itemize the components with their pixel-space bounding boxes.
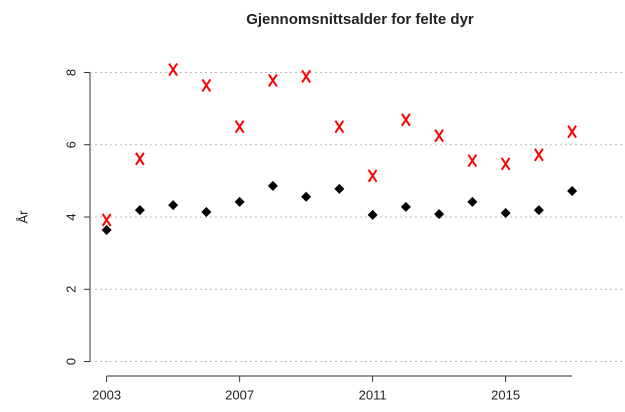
point <box>500 157 511 171</box>
point <box>168 63 178 77</box>
point <box>334 120 345 134</box>
point <box>500 208 511 219</box>
point <box>101 225 112 236</box>
point <box>201 206 212 217</box>
point <box>467 196 478 207</box>
y-tick-label: 6 <box>63 141 78 148</box>
point <box>567 185 578 196</box>
x-tick-label: 2015 <box>491 387 520 402</box>
x-tick-label: 2007 <box>225 387 254 402</box>
point <box>268 73 278 87</box>
point <box>267 180 278 191</box>
point <box>567 125 577 139</box>
point <box>135 152 145 166</box>
point <box>467 154 478 168</box>
point <box>434 209 445 220</box>
y-tick-label: 0 <box>63 358 78 365</box>
chart-title: Gjennomsnittsalder for felte dyr <box>246 11 474 28</box>
x-tick-label: 2003 <box>92 387 121 402</box>
point <box>534 148 544 162</box>
point <box>367 209 378 220</box>
point <box>234 120 245 134</box>
point <box>334 183 345 194</box>
y-axis-label: År <box>15 210 30 224</box>
point <box>168 200 179 211</box>
y-tick-label: 4 <box>63 213 78 220</box>
point <box>367 169 378 183</box>
point <box>400 201 411 212</box>
point <box>301 191 312 202</box>
point <box>201 78 212 93</box>
point <box>101 213 112 227</box>
point <box>234 196 245 207</box>
y-tick-label: 2 <box>63 286 78 293</box>
point <box>434 129 444 143</box>
point <box>533 205 544 216</box>
point <box>401 113 411 127</box>
x-tick-label: 2011 <box>359 387 387 402</box>
y-tick-label: 8 <box>63 69 78 76</box>
point <box>301 69 311 83</box>
point <box>134 205 145 216</box>
